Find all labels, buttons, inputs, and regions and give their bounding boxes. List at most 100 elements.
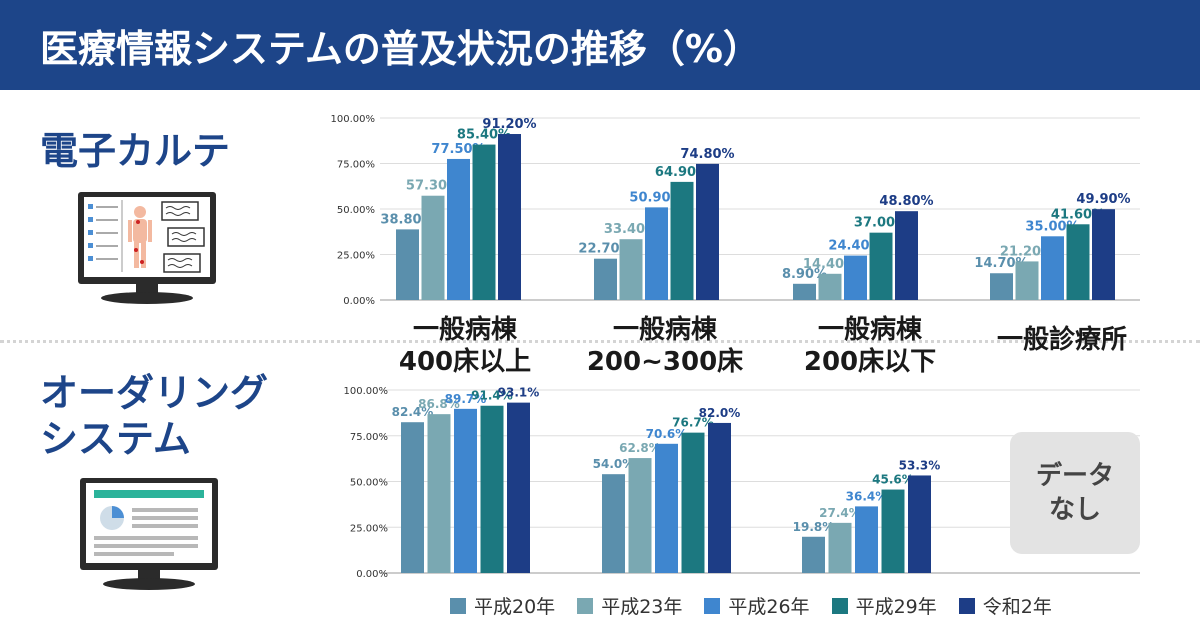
data-label: 14.40% <box>803 257 857 272</box>
legend-item: 平成26年 <box>704 592 810 619</box>
bar <box>818 273 842 300</box>
group-label-under-200: 一般病棟 200床以下 <box>803 315 937 377</box>
data-label: 14.70% <box>974 256 1028 271</box>
legend-label: 令和2年 <box>982 596 1052 618</box>
legend-swatch <box>450 597 466 614</box>
legend-label: 平成23年 <box>601 596 683 618</box>
bar <box>681 432 705 573</box>
data-label: 45.6% <box>872 473 914 487</box>
bar <box>869 232 893 300</box>
y-tick-label: 50.00% <box>350 478 388 489</box>
group-label-200-300: 一般病棟 200~300床 <box>586 315 744 377</box>
bar <box>1092 209 1115 300</box>
data-label: 89.7% <box>445 392 487 406</box>
data-label: 82.0% <box>699 406 741 420</box>
data-label: 41.60% <box>1051 207 1105 222</box>
data-label: 85.40% <box>457 128 511 143</box>
bar <box>401 422 424 573</box>
bar <box>908 475 931 573</box>
bar <box>696 163 719 300</box>
legend-item: 平成29年 <box>831 592 937 619</box>
bar <box>594 258 617 300</box>
data-label: 93.1% <box>498 386 540 400</box>
bar <box>881 489 905 573</box>
y-tick-label: 25.00% <box>350 523 388 534</box>
y-tick-label: 75.00% <box>350 432 388 443</box>
legend: 平成20年 平成23年 平成26年 平成29年 令和2年 <box>450 592 1052 619</box>
section-divider <box>0 340 1200 343</box>
data-label: 27.4% <box>819 506 861 520</box>
data-label: 38.80% <box>380 212 434 227</box>
data-label: 77.50% <box>431 142 485 157</box>
bar <box>1066 224 1090 300</box>
page-title: 医療情報システムの普及状況の推移（%） <box>40 27 761 71</box>
ehr-monitor-icon <box>78 192 216 304</box>
bar <box>645 207 668 300</box>
data-label: 8.90% <box>782 267 827 282</box>
bar <box>602 474 625 573</box>
data-label: 54.0% <box>593 457 635 471</box>
bar <box>421 195 445 300</box>
group-label-clinic: 一般診療所 <box>996 325 1127 355</box>
data-label: 74.80% <box>680 147 734 162</box>
data-label: 76.7% <box>672 416 714 430</box>
legend-label: 平成26年 <box>728 596 810 618</box>
legend-label: 平成20年 <box>474 596 556 618</box>
bar <box>447 158 470 300</box>
header-bar: 医療情報システムの普及状況の推移（%） <box>0 0 1200 90</box>
bar <box>802 536 825 573</box>
bar <box>828 522 852 573</box>
bar <box>895 211 918 300</box>
y-tick-label: 25.00% <box>337 251 375 262</box>
legend-item: 令和2年 <box>958 592 1052 619</box>
no-data-label: データなし <box>1035 461 1114 525</box>
y-tick-label: 0.00% <box>343 296 375 307</box>
data-label: 57.30% <box>406 179 460 194</box>
legend-swatch <box>577 597 594 614</box>
bar <box>396 229 419 300</box>
legend-label: 平成29年 <box>855 596 937 618</box>
data-label: 64.90% <box>655 165 709 180</box>
ehr-section-title: 電子カルテ <box>40 129 231 173</box>
legend-swatch <box>831 597 848 614</box>
bar <box>708 422 731 573</box>
data-label: 22.70% <box>578 242 632 257</box>
bar <box>990 273 1013 300</box>
legend-swatch <box>704 597 721 614</box>
data-label: 82.4% <box>392 405 434 419</box>
bar <box>628 458 652 573</box>
data-label: 36.4% <box>846 489 888 503</box>
group-label-400: 一般病棟 400床以上 <box>398 315 532 377</box>
bar <box>670 181 694 300</box>
data-label: 91.20% <box>482 117 536 132</box>
data-label: 53.3% <box>899 458 941 472</box>
bar <box>498 134 521 300</box>
data-label: 49.90% <box>1076 192 1130 207</box>
no-data-box: データなし <box>1010 432 1140 554</box>
ordering-monitor-icon <box>80 478 218 590</box>
y-tick-label: 0.00% <box>356 569 388 580</box>
data-label: 91.4% <box>471 389 513 403</box>
bar <box>472 144 496 300</box>
data-label: 48.80% <box>879 194 933 209</box>
bar <box>1015 261 1039 300</box>
bar <box>655 443 678 573</box>
bar <box>480 405 504 573</box>
data-label: 70.6% <box>646 427 688 441</box>
bar <box>844 255 867 300</box>
y-tick-label: 100.00% <box>331 114 376 125</box>
data-label: 86.8% <box>418 397 460 411</box>
y-tick-label: 100.00% <box>344 386 389 397</box>
ordering-section-title: オーダリングシステム <box>40 371 269 461</box>
legend-item: 平成23年 <box>577 592 682 619</box>
bar <box>454 408 477 573</box>
data-label: 37.00% <box>854 216 908 231</box>
data-label: 33.40% <box>604 222 658 237</box>
data-label: 21.20% <box>1000 244 1054 259</box>
data-label: 19.8% <box>793 520 835 534</box>
bar <box>793 283 816 300</box>
bar <box>427 414 451 573</box>
data-label: 24.40% <box>828 239 882 254</box>
bar <box>855 506 878 573</box>
